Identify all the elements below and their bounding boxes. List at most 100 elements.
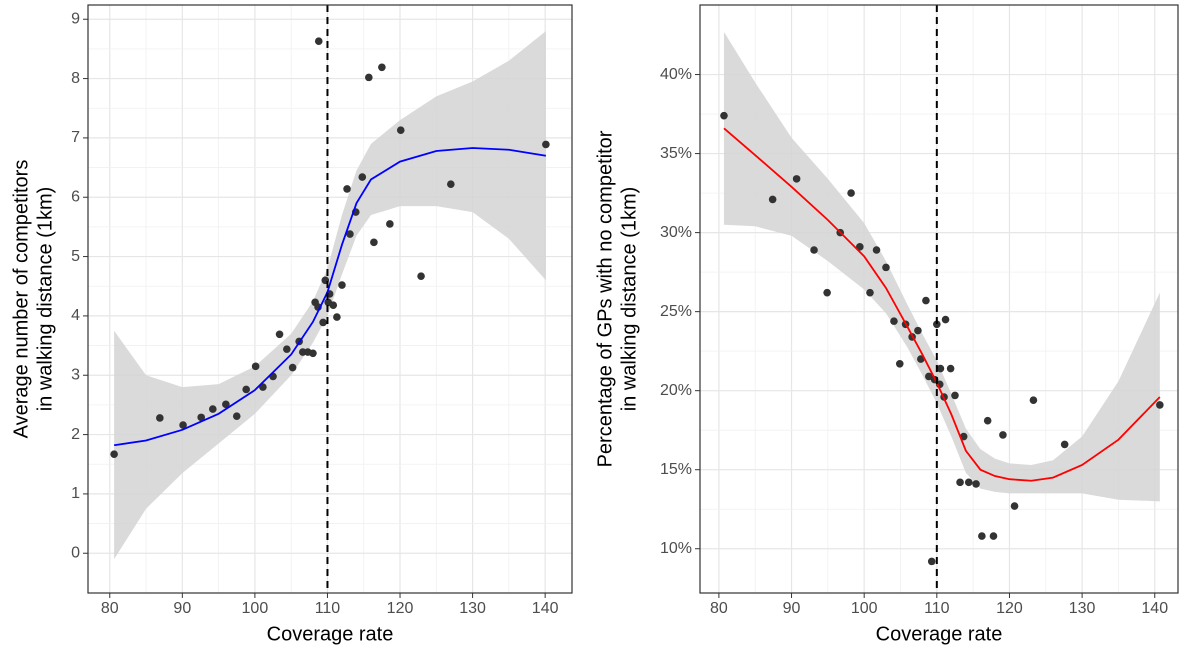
x-tick-label: 140	[1141, 600, 1168, 617]
y-tick-label: 9	[71, 10, 80, 27]
data-point	[333, 313, 341, 321]
data-point	[222, 400, 230, 409]
data-point	[823, 288, 831, 297]
plot-background	[700, 5, 1178, 593]
data-point	[895, 360, 904, 368]
data-point	[999, 431, 1007, 439]
data-point	[283, 345, 291, 353]
plot-border	[87, 4, 573, 594]
x-tick-label: 130	[459, 600, 486, 617]
y-tick-label: 20%	[660, 382, 692, 399]
y-tick-label: 30%	[660, 224, 692, 241]
data-point	[447, 180, 455, 188]
x-tick-label: 100	[242, 600, 269, 617]
data-point	[914, 326, 922, 335]
data-point	[346, 230, 354, 238]
data-point	[866, 288, 874, 297]
panel: 80 90 100 110 120 130 140 0 1 2 3 4 5 6 7 8 9 Coverage ra…	[10, 4, 573, 645]
data-point	[358, 173, 367, 181]
x-tick-label: 120	[996, 600, 1023, 617]
data-point	[378, 63, 386, 72]
data-point	[989, 532, 998, 540]
data-point	[365, 73, 373, 82]
data-point	[417, 272, 425, 280]
y-tick-label: 3	[71, 366, 80, 383]
data-point	[983, 416, 992, 425]
data-point	[156, 414, 164, 422]
x-axis-title: Coverage rate	[267, 623, 394, 645]
data-point	[847, 189, 855, 197]
data-point	[370, 238, 378, 247]
x-tick-label: 120	[387, 600, 414, 617]
data-point	[338, 281, 346, 289]
panel: 80 90 100 110 120 130 140 10% 15% 20% 25% 30% 35% 40%…	[594, 4, 1179, 645]
x-tick-label: 80	[710, 600, 728, 617]
data-point	[964, 478, 973, 487]
data-point	[197, 413, 205, 422]
y-axis-title: in walking distance (1km)	[618, 187, 640, 412]
data-point	[890, 317, 898, 325]
y-tick-label: 15%	[660, 461, 692, 478]
x-tick-label: 110	[315, 600, 341, 617]
y-tick-label: 10%	[660, 540, 692, 557]
x-axis-title: Coverage rate	[876, 623, 1003, 645]
y-tick-label: 40%	[660, 66, 692, 83]
smooth-line	[113, 147, 547, 447]
y-tick-label: 0	[71, 544, 80, 561]
smooth-line	[723, 127, 1161, 482]
data-point	[309, 349, 317, 358]
y-tick-label: 7	[71, 129, 80, 146]
x-tick-label: 80	[101, 600, 119, 617]
data-point	[978, 532, 986, 540]
y-tick-label: 5	[71, 248, 80, 265]
data-point	[941, 315, 950, 324]
x-tick-label: 90	[173, 600, 191, 617]
data-point	[314, 37, 323, 45]
data-point	[933, 320, 941, 329]
data-point	[922, 296, 930, 305]
y-axis-title: Average number of competitors	[10, 160, 32, 439]
data-point	[179, 421, 187, 429]
data-point	[542, 140, 550, 149]
data-point	[856, 243, 864, 251]
data-point	[1060, 440, 1069, 449]
data-point	[1156, 401, 1164, 409]
data-point	[343, 185, 351, 193]
y-tick-label: 8	[71, 70, 80, 87]
data-point	[972, 480, 980, 488]
x-tick-label: 110	[924, 600, 950, 617]
x-tick-label: 90	[783, 600, 801, 617]
data-point	[209, 405, 217, 413]
y-tick-label: 35%	[660, 145, 692, 162]
data-point	[110, 450, 118, 458]
data-point	[275, 330, 284, 339]
data-point	[396, 126, 405, 134]
y-tick-label: 6	[71, 188, 80, 205]
data-point	[946, 364, 955, 373]
data-point	[936, 364, 945, 373]
data-point	[288, 363, 297, 372]
y-axis-title: in walking distance (1km)	[34, 187, 56, 412]
y-tick-label: 25%	[660, 303, 692, 320]
data-point	[956, 478, 964, 487]
confidence-band	[723, 31, 1160, 502]
data-point	[872, 246, 881, 254]
data-point	[1029, 396, 1038, 404]
data-point	[232, 412, 241, 420]
data-point	[810, 246, 818, 254]
data-point	[927, 557, 936, 566]
data-point	[792, 175, 801, 183]
data-point	[720, 111, 728, 120]
data-point	[768, 195, 777, 204]
x-tick-label: 140	[532, 600, 559, 617]
data-point	[1010, 502, 1019, 510]
data-point	[882, 263, 890, 272]
plot-border	[699, 4, 1179, 594]
x-tick-label: 100	[851, 600, 878, 617]
data-point	[386, 220, 394, 228]
y-tick-label: 4	[71, 307, 80, 324]
data-point	[242, 385, 250, 394]
y-tick-label: 2	[71, 426, 80, 443]
x-tick-label: 130	[1069, 600, 1096, 617]
